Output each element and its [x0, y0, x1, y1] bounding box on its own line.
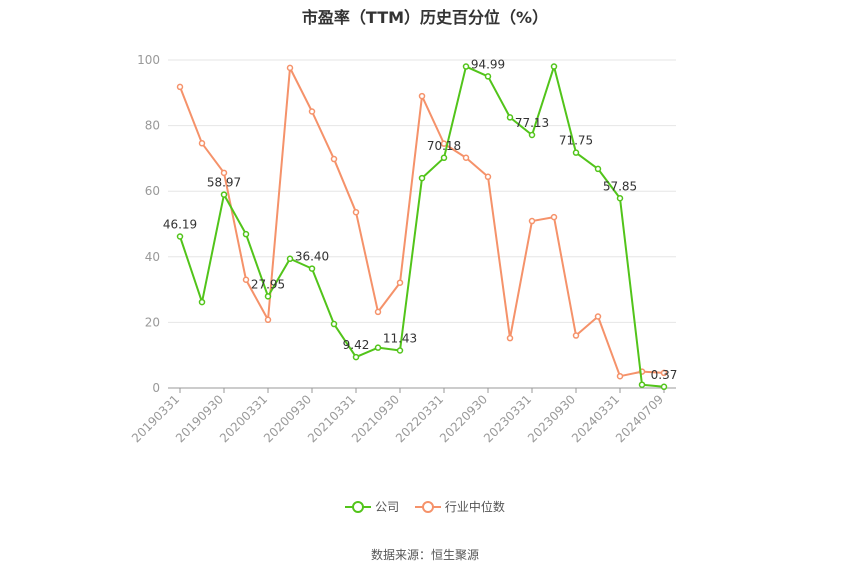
data-point-company — [616, 195, 624, 202]
data-point-industry-median — [528, 217, 536, 225]
data-label: 71.75 — [559, 134, 593, 148]
y-tick-label: 80 — [145, 119, 160, 133]
data-point-industry-median — [176, 83, 184, 91]
y-tick-label: 0 — [152, 381, 160, 395]
data-point-company — [572, 149, 580, 156]
data-point-industry-median — [198, 140, 206, 147]
data-point-company — [594, 165, 602, 173]
data-point-industry-median — [418, 92, 426, 100]
data-point-industry-median — [220, 169, 228, 177]
data-point-company — [220, 191, 228, 198]
legend-marker-industry-median — [414, 500, 441, 514]
data-label: 11.43 — [383, 332, 417, 346]
legend-marker-company — [345, 500, 372, 514]
data-label: 57.85 — [603, 179, 637, 193]
data-point-company — [484, 73, 492, 80]
data-point-company — [528, 131, 536, 139]
series-line-company — [179, 65, 665, 388]
data-point-industry-median — [352, 208, 360, 216]
data-point-company — [176, 233, 184, 240]
data-point-company — [418, 174, 426, 182]
data-label: 27.95 — [251, 277, 285, 291]
data-point-company — [462, 63, 470, 70]
series-line-industry-median — [179, 66, 665, 378]
data-point-industry-median — [330, 155, 338, 163]
data-point-company — [440, 154, 448, 162]
legend-label-industry-median: 行业中位数 — [444, 500, 505, 514]
data-point-company — [264, 293, 272, 300]
data-point-company — [330, 320, 338, 328]
data-point-company — [308, 265, 316, 272]
data-point-company — [198, 298, 206, 306]
data-point-industry-median — [506, 334, 514, 342]
y-tick-label: 20 — [145, 315, 160, 329]
data-label: 9.42 — [343, 338, 370, 352]
data-point-company — [660, 383, 668, 391]
data-label: 94.99 — [471, 57, 505, 71]
data-point-company — [242, 230, 250, 238]
data-label: 77.13 — [515, 116, 549, 130]
data-point-industry-median — [374, 308, 382, 316]
data-point-industry-median — [264, 316, 272, 324]
data-point-company — [286, 255, 294, 263]
data-label: 70.18 — [427, 139, 461, 153]
data-point-company — [374, 344, 382, 351]
data-point-industry-median — [616, 372, 624, 380]
y-tick-label: 40 — [145, 250, 160, 264]
data-point-industry-median — [550, 213, 558, 221]
y-tick-label: 100 — [137, 53, 160, 67]
data-point-industry-median — [572, 332, 580, 339]
data-point-industry-median — [462, 154, 470, 161]
data-point-company — [550, 63, 558, 70]
y-tick-label: 60 — [145, 184, 160, 198]
legend-item-industry-median[interactable]: 行业中位数 — [414, 498, 505, 515]
data-label: 58.97 — [207, 176, 241, 190]
chart-title: 市盈率（TTM）历史百分位（%） — [301, 8, 549, 27]
data-point-industry-median — [242, 276, 250, 284]
data-point-company — [352, 353, 360, 361]
legend-item-company[interactable]: 公司 — [345, 498, 399, 515]
data-point-company — [638, 381, 646, 388]
data-point-industry-median — [484, 173, 492, 181]
data-label: 46.19 — [163, 217, 197, 231]
data-point-industry-median — [594, 313, 602, 320]
data-point-industry-median — [286, 64, 294, 72]
data-point-company — [506, 114, 514, 121]
legend-label-company: 公司 — [375, 500, 400, 514]
data-label: 0.37 — [651, 368, 678, 382]
legend: 公司 行业中位数 — [0, 498, 850, 517]
data-point-industry-median — [308, 108, 316, 115]
data-point-industry-median — [396, 279, 404, 286]
data-label: 36.40 — [295, 250, 329, 264]
data-point-company — [396, 347, 404, 354]
source-note: 数据来源：恒生聚源 — [370, 548, 479, 562]
data-point-industry-median — [660, 369, 668, 377]
x-tick-label: 20240709 — [613, 392, 666, 445]
